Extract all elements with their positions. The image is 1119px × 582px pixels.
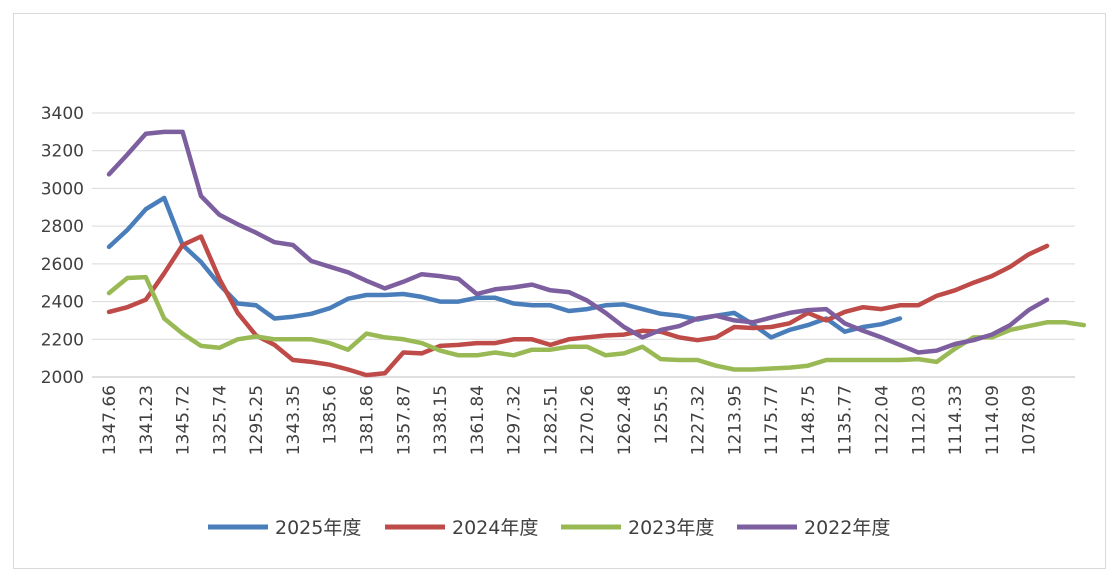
x-tick-label: 1381.86 — [357, 385, 377, 455]
x-tick-label: 1262.48 — [615, 385, 635, 455]
legend-label-2023: 2023年度 — [628, 517, 714, 539]
x-tick-label: 1114.09 — [983, 385, 1003, 455]
y-tick-label: 3000 — [41, 179, 84, 199]
y-axis: 2000 2200 2400 2600 2800 3000 3200 3400 — [41, 104, 84, 388]
x-tick-label: 1227.32 — [689, 385, 709, 455]
x-tick-label: 1270.26 — [578, 385, 598, 455]
gridlines — [92, 112, 1075, 378]
y-tick-label: 2200 — [41, 330, 84, 350]
y-tick-label: 2800 — [41, 217, 84, 237]
x-tick-label: 1282.51 — [541, 385, 561, 455]
x-tick-label: 1345.72 — [174, 385, 194, 455]
x-tick-label: 1122.04 — [872, 385, 892, 455]
series-lines — [106, 129, 1087, 378]
x-tick-label: 1325.74 — [210, 385, 230, 455]
y-tick-label: 3400 — [41, 104, 84, 124]
series-line-2024年度 — [106, 234, 1050, 378]
x-tick-label: 1213.95 — [725, 385, 745, 455]
legend-item-2023: 2023年度 — [561, 517, 714, 539]
legend-label-2024: 2024年度 — [452, 517, 538, 539]
x-tick-label: 1078.09 — [1020, 385, 1040, 455]
x-tick-label: 1385.6 — [321, 385, 341, 444]
x-tick-label: 1112.03 — [909, 385, 929, 455]
legend: 2025年度 2024年度 2023年度 2022年度 — [208, 517, 890, 539]
x-tick-label: 1297.32 — [505, 385, 525, 455]
x-tick-label: 1135.77 — [836, 385, 856, 455]
legend-item-2024: 2024年度 — [385, 517, 538, 539]
x-tick-label: 1175.77 — [762, 385, 782, 455]
x-tick-label: 1341.23 — [137, 385, 157, 455]
x-tick-label: 1357.87 — [394, 385, 414, 455]
y-tick-label: 2400 — [41, 293, 84, 313]
x-tick-label: 1255.5 — [652, 385, 672, 444]
x-tick-label: 1114.33 — [946, 385, 966, 455]
legend-label-2022: 2022年度 — [804, 517, 890, 539]
legend-item-2022: 2022年度 — [737, 517, 890, 539]
x-tick-label: 1295.25 — [247, 385, 267, 455]
x-tick-label: 1361.84 — [468, 385, 488, 455]
series-line-2022年度 — [106, 129, 1050, 355]
y-tick-label: 2600 — [41, 255, 84, 275]
y-tick-label: 2000 — [41, 368, 84, 388]
legend-item-2025: 2025年度 — [208, 517, 361, 539]
series-line-2023年度 — [106, 274, 1087, 372]
series-line-2025年度 — [106, 195, 903, 340]
x-tick-label: 1347.66 — [100, 385, 120, 455]
x-tick-label: 1338.15 — [431, 385, 451, 455]
x-axis: 1347.66 1341.23 1345.72 1325.74 1295.25 1343.… — [100, 385, 1040, 455]
legend-label-2025: 2025年度 — [275, 517, 361, 539]
x-tick-label: 1343.35 — [284, 385, 304, 455]
y-tick-label: 3200 — [41, 142, 84, 162]
x-tick-label: 1148.75 — [799, 385, 819, 455]
